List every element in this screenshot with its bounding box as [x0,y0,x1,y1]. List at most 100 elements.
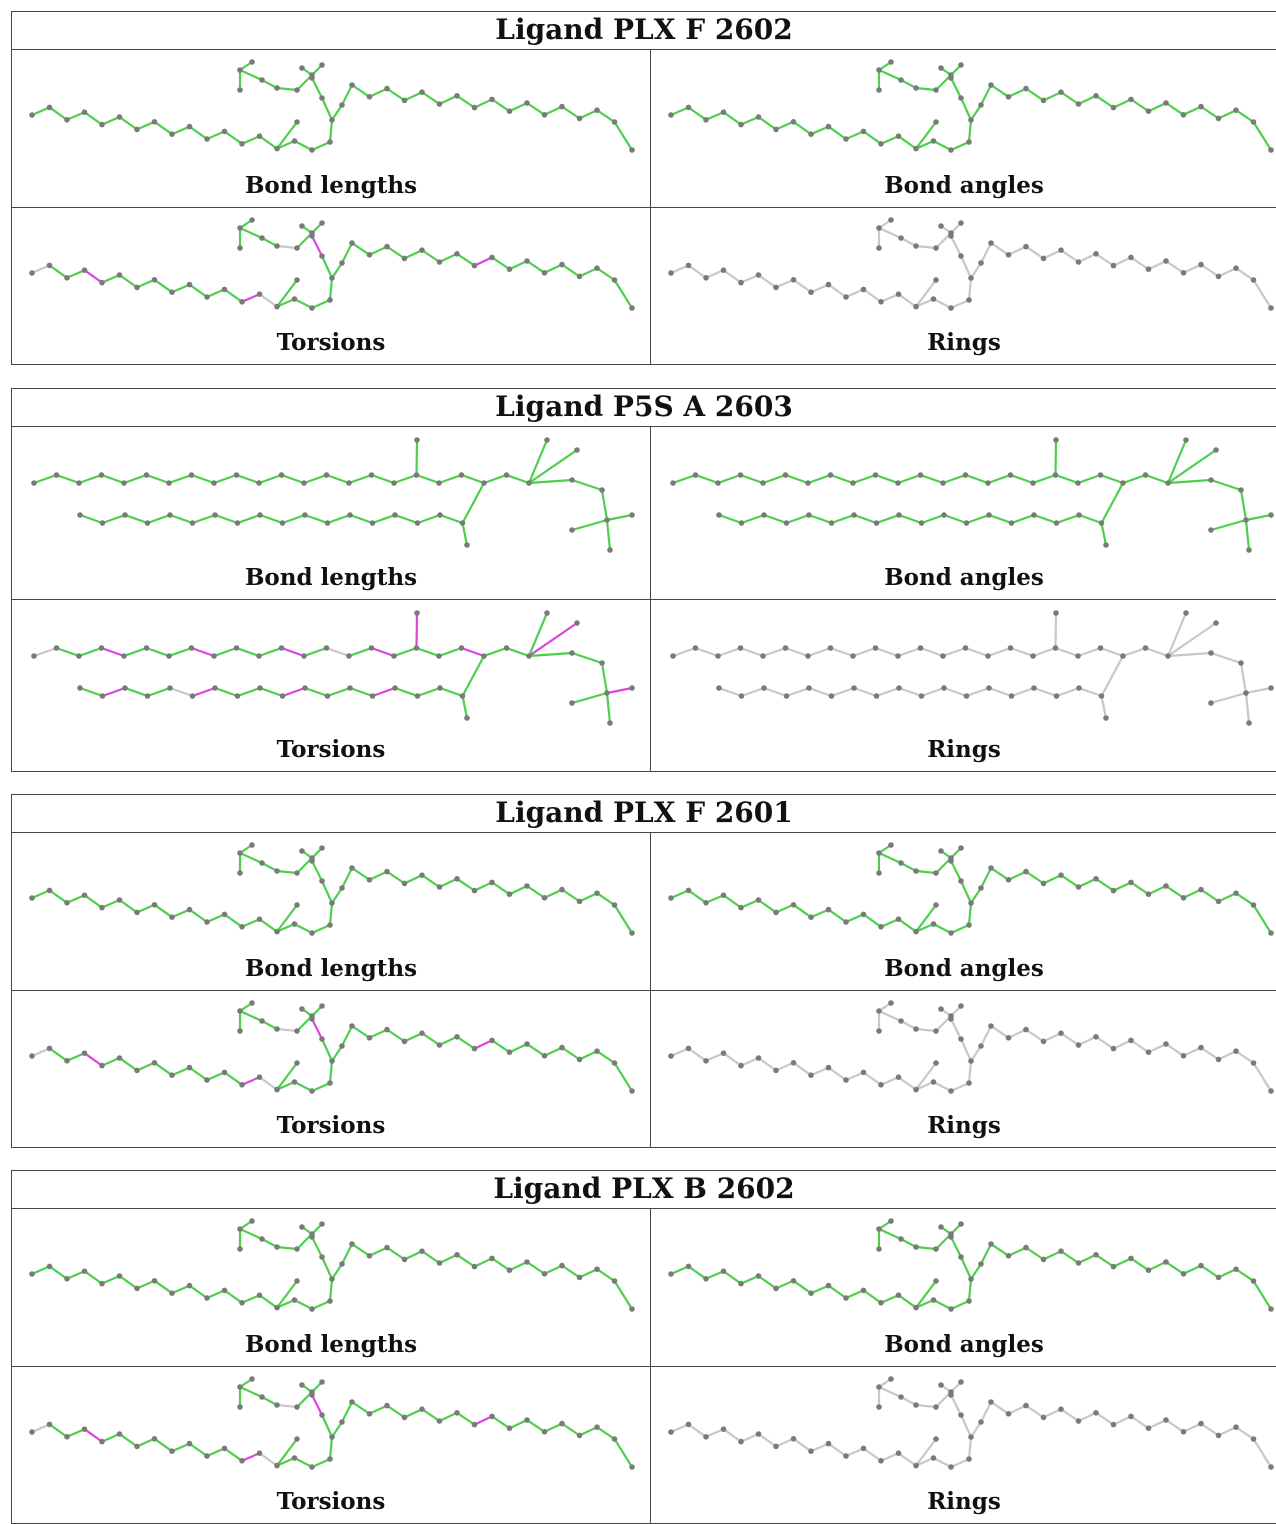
atom [99,904,105,911]
atom [1183,437,1189,443]
atom [274,303,280,310]
bond [241,1452,260,1462]
atom [64,1276,70,1282]
atom [827,645,834,651]
atom [918,520,925,526]
bond [48,264,68,279]
bond [1055,473,1079,485]
bond [83,1052,103,1067]
bond [1032,646,1056,658]
atom [685,262,692,269]
atom [1008,520,1015,526]
atom [169,1072,175,1078]
atom [629,1088,635,1094]
bond [987,646,1011,658]
bond [136,1279,155,1290]
bond [980,242,992,264]
bond [600,489,609,521]
atom [685,1421,692,1428]
atom [116,897,123,903]
atom [968,117,974,123]
atom [419,1406,425,1412]
bond [223,288,243,303]
atom [299,848,305,854]
atom [715,480,721,486]
atom [189,520,196,526]
atom [898,77,904,83]
bond [239,1385,263,1399]
bond [1235,109,1255,123]
bond [950,140,970,152]
bond [528,449,578,484]
bond [1008,1028,1027,1039]
atom [1250,1060,1257,1066]
bond [509,1419,528,1430]
atom [888,842,894,848]
bond [932,923,952,934]
atom [958,95,964,101]
atom [237,1384,243,1390]
atom [294,1404,300,1410]
atom [825,123,832,130]
panel-label: Rings [927,329,1001,356]
atom [503,645,510,651]
bond [153,1437,173,1453]
atom [319,1254,325,1260]
atom [237,1028,243,1034]
bond [439,877,458,888]
atom [888,217,894,223]
atom [1142,472,1149,478]
bond [327,686,351,698]
bond [852,646,876,658]
atom [599,660,605,666]
bond [571,478,603,492]
atom [958,220,964,226]
atom [1120,480,1126,486]
bond [1130,98,1150,113]
atom [948,72,954,78]
atom [782,472,789,478]
atom [167,685,173,691]
atom [720,1426,727,1432]
bond [372,686,396,698]
bond [1060,1250,1080,1264]
atom [966,297,972,303]
bond [1113,881,1132,892]
bond [416,473,440,485]
bond [1165,885,1185,899]
atom [559,1262,565,1269]
bond [439,1035,458,1046]
atom [790,1436,797,1442]
atom [703,1058,709,1064]
bond [544,105,563,116]
bond [461,646,485,658]
bond [506,473,530,485]
bond [66,1270,85,1280]
bond [810,1066,829,1077]
atom [122,685,128,691]
atom [324,520,331,526]
atom [309,1464,315,1470]
atom [958,1003,964,1009]
atom [349,82,355,88]
atom [825,1064,832,1071]
bond [404,1250,423,1261]
bond [1008,245,1027,256]
atom [1180,270,1187,276]
atom [221,286,228,293]
atom [221,911,228,918]
atom [1215,273,1222,280]
bond [1218,1050,1237,1061]
molecule-drawing [668,842,1274,936]
bond [571,691,608,705]
bond [1078,1035,1097,1046]
atom [773,284,779,291]
bond [439,1253,458,1264]
bond [236,473,260,485]
bond [153,120,173,136]
atom [958,253,964,259]
bond [320,97,334,121]
bond [320,1256,334,1280]
atom [414,693,421,699]
atom [319,62,325,68]
